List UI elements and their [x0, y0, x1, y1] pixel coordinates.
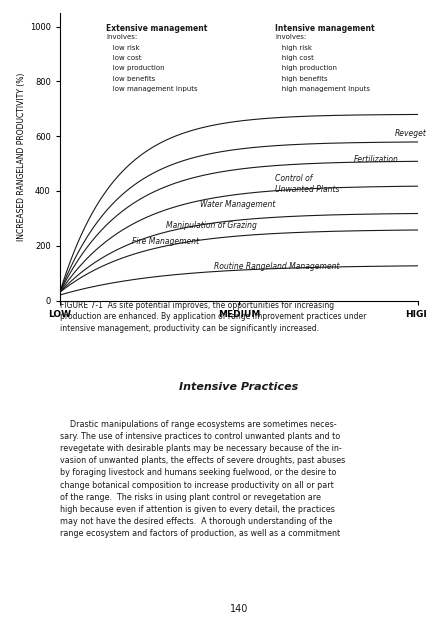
Text: low cost: low cost [106, 55, 141, 61]
Text: low risk: low risk [106, 45, 140, 51]
Text: Manipulation of Grazing: Manipulation of Grazing [165, 221, 256, 230]
Text: high benefits: high benefits [274, 76, 327, 82]
Text: 140: 140 [229, 604, 248, 614]
Text: Fire Management: Fire Management [131, 237, 198, 246]
Text: Routine Rangeland Management: Routine Rangeland Management [213, 262, 339, 271]
Text: high management inputs: high management inputs [274, 86, 369, 92]
Text: Control of
Unwanted Plants: Control of Unwanted Plants [274, 174, 339, 194]
Text: Revegetation: Revegetation [394, 129, 426, 138]
Text: Water Management: Water Management [199, 200, 274, 209]
Text: high cost: high cost [274, 55, 313, 61]
Text: involves:: involves: [274, 34, 305, 40]
Text: high risk: high risk [274, 45, 311, 51]
Text: involves:: involves: [106, 34, 137, 40]
Text: Fertilization: Fertilization [353, 155, 398, 164]
Text: FIGURE 7-1  As site potential improves, the opportunities for increasing
product: FIGURE 7-1 As site potential improves, t… [60, 301, 366, 333]
Text: Drastic manipulations of range ecosystems are sometimes neces-
sary. The use of : Drastic manipulations of range ecosystem… [60, 420, 344, 538]
Text: low benefits: low benefits [106, 76, 155, 82]
Text: low management inputs: low management inputs [106, 86, 198, 92]
Text: Intensive Practices: Intensive Practices [179, 382, 298, 392]
Text: Extensive management: Extensive management [106, 24, 207, 33]
Text: low production: low production [106, 65, 164, 72]
Text: Intensive management: Intensive management [274, 24, 374, 33]
Y-axis label: INCREASED RANGELAND PRODUCTIVITY (%): INCREASED RANGELAND PRODUCTIVITY (%) [17, 72, 26, 241]
Text: high production: high production [274, 65, 336, 72]
